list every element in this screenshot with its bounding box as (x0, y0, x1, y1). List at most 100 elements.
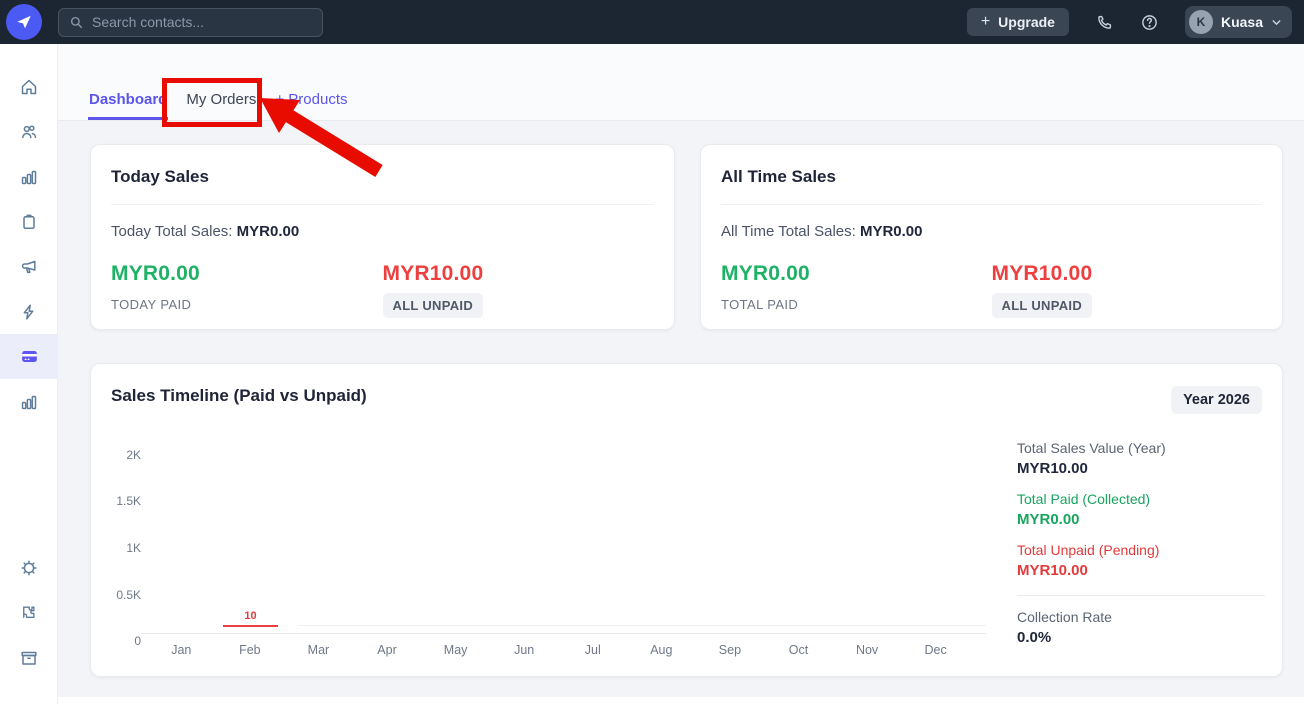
tabs-bar: Dashboard My Orders + Products (58, 44, 1304, 121)
alltime-total-label: All Time Total Sales: (721, 223, 856, 240)
paid-column: MYR0.00 TOTAL PAID (721, 262, 992, 318)
send-icon (14, 12, 34, 32)
today-sales-card: Today Sales Today Total Sales: MYR0.00 M… (90, 144, 675, 330)
help-icon[interactable] (1140, 13, 1159, 32)
x-tick: May (443, 643, 468, 657)
user-menu[interactable]: K Kuasa (1184, 6, 1292, 38)
sidebar-item-settings[interactable] (0, 545, 58, 590)
x-tick: Feb (239, 643, 261, 657)
tab-dashboard[interactable]: Dashboard (88, 91, 169, 120)
y-tick: 1.5K (116, 494, 141, 508)
search-icon (69, 15, 84, 30)
stat-total-unpaid: Total Unpaid (Pending) MYR10.00 (1017, 542, 1265, 579)
puzzle-icon (19, 603, 39, 623)
sidebar-spacer (0, 424, 57, 545)
sidebar-item-orders[interactable] (0, 199, 58, 244)
users-icon (19, 122, 39, 142)
divider (1017, 595, 1265, 596)
x-tick: Apr (377, 643, 397, 657)
x-axis-line (141, 633, 986, 634)
x-tick: Nov (855, 643, 879, 657)
upgrade-button[interactable]: + Upgrade (966, 8, 1069, 36)
stat-value: MYR10.00 (1017, 460, 1088, 477)
gear-icon (19, 558, 39, 578)
alltime-paid-caption: TOTAL PAID (721, 297, 799, 312)
all-unpaid-badge: ALL UNPAID (382, 293, 484, 318)
archive-box-icon (19, 648, 39, 668)
alltime-total-value: MYR0.00 (859, 223, 923, 240)
sales-timeline-card: Sales Timeline (Paid vs Unpaid) Year 202… (90, 363, 1283, 677)
stat-value: MYR10.00 (1017, 562, 1088, 579)
sidebar-item-archive[interactable] (0, 635, 58, 680)
megaphone-icon (19, 257, 39, 277)
chevron-down-icon (1271, 17, 1282, 28)
user-name: Kuasa (1220, 14, 1263, 30)
sidebar-item-integrations[interactable] (0, 590, 58, 635)
divider (721, 204, 1262, 205)
y-tick: 1K (126, 541, 141, 555)
x-tick: Aug (650, 643, 673, 657)
unpaid-column: MYR10.00 ALL UNPAID (382, 262, 655, 318)
stat-value: MYR0.00 (1017, 511, 1080, 528)
stat-collection-rate: Collection Rate 0.0% (1017, 609, 1265, 646)
upgrade-label: Upgrade (998, 14, 1055, 30)
divider (111, 204, 654, 205)
home-icon (19, 77, 39, 97)
stat-label: Total Paid (Collected) (1017, 491, 1151, 507)
sidebar-item-automation[interactable] (0, 289, 58, 334)
alltime-paid-amount: MYR0.00 (721, 262, 810, 285)
sidebar-bottom-group (0, 545, 57, 680)
card-title: All Time Sales (721, 167, 836, 186)
x-tick: Oct (788, 643, 809, 657)
x-tick: Dec (924, 643, 947, 657)
phone-icon[interactable] (1095, 13, 1114, 32)
x-tick: Jun (514, 643, 535, 657)
zero-gridline (298, 625, 986, 626)
timeline-stats-panel: Total Sales Value (Year) MYR10.00 Total … (1017, 440, 1265, 660)
timeline-title: Sales Timeline (Paid vs Unpaid) (111, 386, 367, 405)
search-input[interactable] (92, 14, 312, 30)
sidebar-item-marketing[interactable] (0, 244, 58, 289)
stat-label: Total Unpaid (Pending) (1017, 542, 1160, 558)
today-unpaid-amount: MYR10.00 (382, 262, 484, 285)
stat-total-sales-value: Total Sales Value (Year) MYR10.00 (1017, 440, 1265, 477)
unpaid-column: MYR10.00 ALL UNPAID (991, 262, 1263, 318)
sidebar-item-payments[interactable] (0, 334, 58, 379)
sidebar-item-home[interactable] (0, 64, 58, 109)
sidebar-item-reports[interactable] (0, 379, 58, 424)
tab-products[interactable]: + Products (275, 91, 348, 108)
sidebar-top-group (0, 64, 58, 424)
search-box[interactable] (58, 7, 323, 37)
all-time-sales-card: All Time Sales All Time Total Sales: MYR… (700, 144, 1283, 330)
sales-timeline-chart: 2K 1.5K 1K 0.5K 0 10 Jan Feb Mar Apr May… (91, 364, 1265, 678)
alltime-unpaid-amount: MYR10.00 (991, 262, 1093, 285)
year-badge[interactable]: Year 2026 (1171, 386, 1262, 414)
sidebar-item-analytics[interactable] (0, 154, 58, 199)
app-logo[interactable] (6, 4, 42, 40)
today-total-value: MYR0.00 (236, 223, 300, 240)
y-tick: 2K (126, 448, 141, 462)
amount-row: MYR0.00 TODAY PAID MYR10.00 ALL UNPAID (111, 262, 654, 318)
lightning-icon (19, 302, 39, 322)
paid-column: MYR0.00 TODAY PAID (111, 262, 383, 318)
alltime-total-line: All Time Total Sales: MYR0.00 (721, 223, 1262, 240)
today-total-line: Today Total Sales: MYR0.00 (111, 223, 654, 240)
x-axis-labels: Jan Feb Mar Apr May Jun Jul Aug Sep Oct … (147, 643, 970, 657)
today-total-label: Today Total Sales: (111, 223, 233, 240)
x-tick: Jan (171, 643, 192, 657)
y-tick: 0 (134, 634, 141, 648)
stat-total-paid: Total Paid (Collected) MYR0.00 (1017, 491, 1265, 528)
bar-chart-icon (19, 167, 39, 187)
amount-row: MYR0.00 TOTAL PAID MYR10.00 ALL UNPAID (721, 262, 1262, 318)
clipboard-icon (19, 212, 39, 232)
sidebar (0, 44, 58, 704)
card-title: Today Sales (111, 167, 209, 186)
stat-label: Total Sales Value (Year) (1017, 440, 1166, 456)
unpaid-feb-segment (223, 625, 278, 627)
tab-my-orders[interactable]: My Orders (186, 91, 257, 108)
stat-label: Collection Rate (1017, 609, 1112, 625)
plus-icon: + (980, 13, 991, 30)
sidebar-item-contacts[interactable] (0, 109, 58, 154)
x-tick: Mar (307, 643, 330, 657)
unpaid-feb-label: 10 (244, 610, 257, 622)
